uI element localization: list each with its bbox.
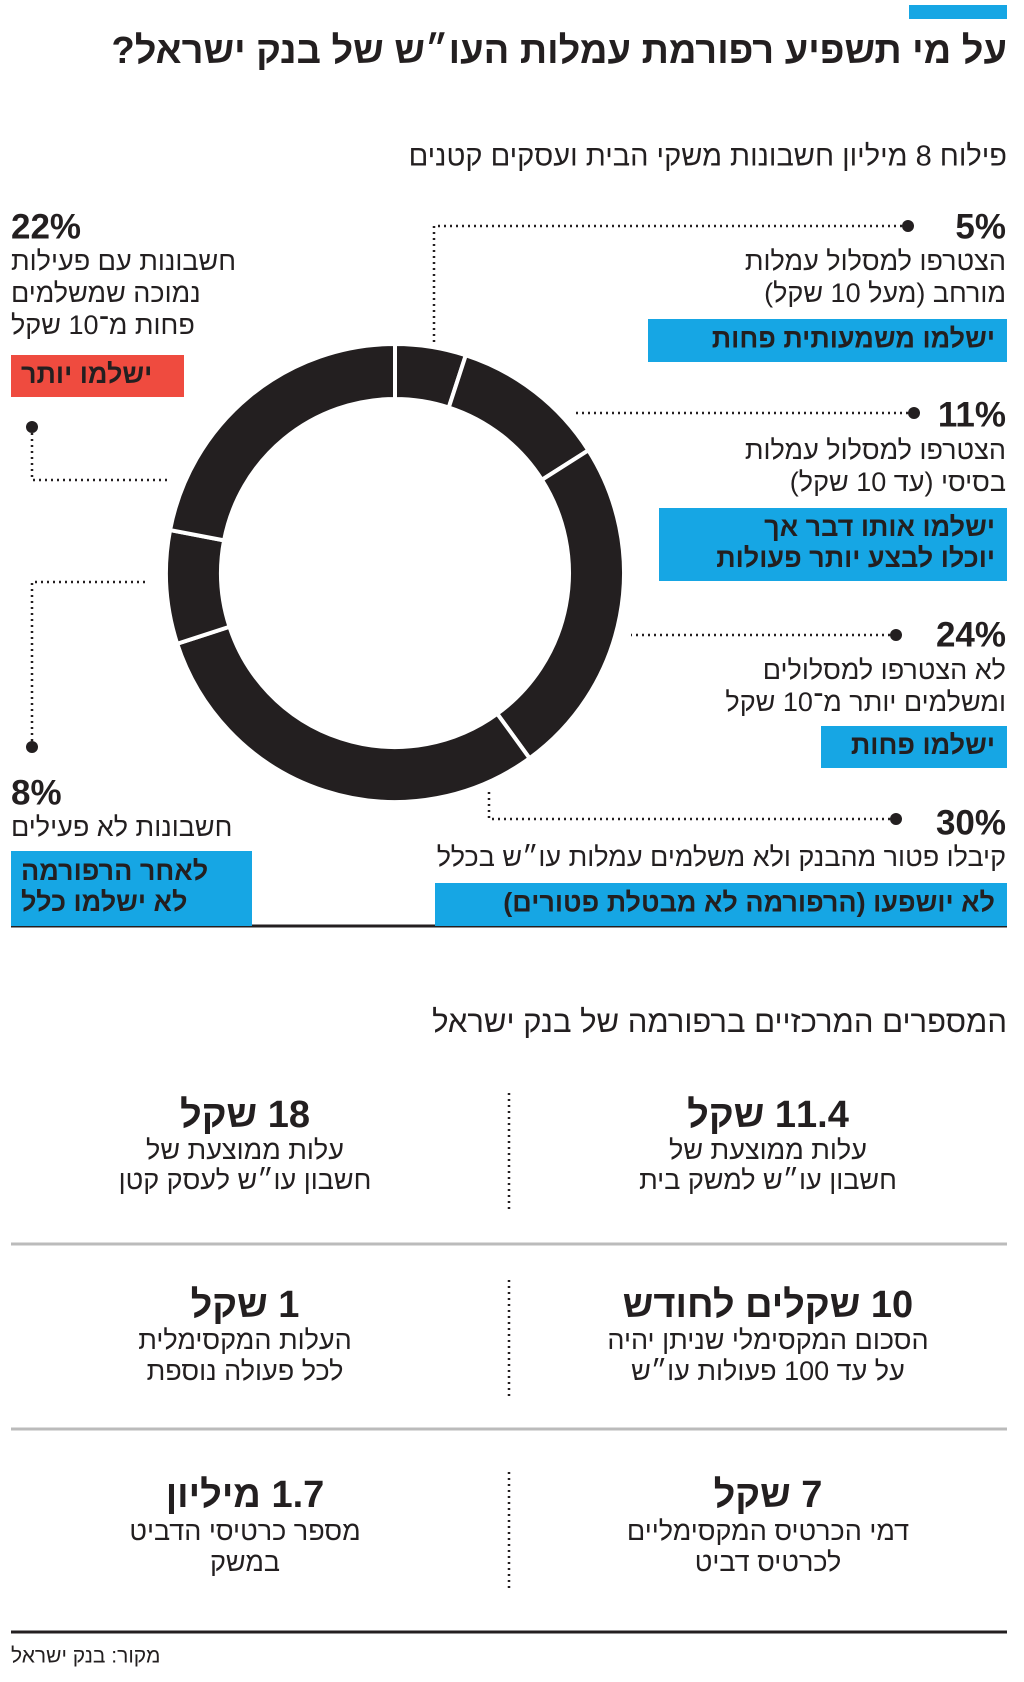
stat-description: במשק — [210, 1547, 280, 1577]
impact-tag-text: ישלמו משמעותית פחות — [712, 324, 995, 354]
leader-dot — [26, 741, 38, 753]
segment-description: לא הצטרפו למסלולים — [763, 655, 1006, 685]
stat-value: 11.4 שקל — [687, 1094, 849, 1136]
stat-value: 1.7 מיליון — [166, 1474, 325, 1516]
percent-label: 30% — [936, 803, 1006, 842]
stat-value: 10 שקלים לחודש — [623, 1284, 913, 1326]
segment-description: מורחב (מעל 10 שקל) — [764, 278, 1006, 308]
impact-tag — [821, 726, 1007, 768]
leader-line — [487, 789, 896, 821]
leader-dot — [908, 407, 920, 419]
segment-description: קיבלו פטור מהבנק ולא משלמים עמלות עו״ש ב… — [437, 842, 1006, 872]
stat-value: 18 שקל — [180, 1094, 310, 1136]
impact-tag — [659, 508, 1007, 581]
donut-segment — [167, 341, 397, 543]
donut-segment — [164, 527, 233, 647]
impact-tag-text: לאחר הרפורמה — [21, 856, 208, 886]
stat-description: על עד 100 פעולות עו״ש — [631, 1356, 905, 1386]
stats-title: המספרים המרכזיים ברפורמה של בנק ישראל — [432, 1004, 1007, 1039]
segment-description: פחות מ־10 שקל — [11, 310, 195, 340]
impact-tag — [11, 355, 184, 397]
impact-tag-text: לא יושפעו (הרפורמה לא מבטלת פטורים) — [503, 888, 995, 918]
leader-line — [30, 580, 149, 747]
percent-label: 11% — [938, 395, 1006, 434]
stat-description: לכל פעולה נוספת — [147, 1356, 344, 1386]
leader-dot — [902, 220, 914, 232]
donut-segment — [446, 352, 592, 483]
leader-line — [432, 224, 908, 345]
segment-description: חשבונות לא פעילים — [11, 812, 232, 842]
impact-tag — [435, 883, 1007, 926]
stat-description: מספר כרטיסי הדביט — [129, 1516, 360, 1546]
segment-description: נמוכה שמשלמים — [11, 278, 201, 308]
stat-description: חשבון עו״ש למשק בית — [639, 1165, 897, 1195]
leader-dot — [26, 421, 38, 433]
stat-description: דמי הכרטיס המקסימליים — [627, 1516, 909, 1546]
segment-description: בסיסי (עד 10 שקל) — [790, 467, 1006, 497]
segment-description: חשבונות עם פעילות — [11, 246, 236, 276]
percent-label: 5% — [955, 207, 1006, 246]
donut-segment — [174, 624, 533, 804]
impact-tag-text: ישלמו פחות — [851, 730, 995, 760]
percent-label: 8% — [11, 773, 62, 812]
stat-value: 1 שקל — [191, 1284, 300, 1326]
stat-description: חשבון עו״ש לעסק קטן — [119, 1165, 372, 1195]
segment-description: ומשלמים יותר מ־10 שקל — [725, 687, 1006, 717]
impact-tag-text: יוכלו לבצע יותר פעולות — [716, 543, 995, 573]
segment-description: הצטרפו למסלול עמלות — [745, 435, 1006, 465]
impact-tag-text: לא ישלמו כלל — [21, 887, 187, 917]
donut-segment — [494, 447, 626, 762]
segment-description: הצטרפו למסלול עמלות — [745, 246, 1006, 276]
leader-line — [30, 427, 171, 482]
chart-title: על מי תשפיע רפורמת עמלות העו״ש של בנק יש… — [111, 30, 1007, 72]
accent-bar — [909, 5, 1007, 19]
impact-tag-text: ישלמו אותו דבר אך — [764, 512, 995, 542]
stat-description: העלות המקסימלית — [138, 1325, 352, 1355]
chart-subtitle: פילוח 8 מיליון חשבונות משקי הבית ועסקים … — [409, 141, 1007, 173]
percent-label: 22% — [11, 207, 81, 246]
percent-label: 24% — [936, 615, 1006, 654]
leader-dot — [890, 629, 902, 641]
stat-description: לכרטיס דביט — [695, 1547, 842, 1577]
stat-description: עלות ממוצעת של — [669, 1135, 867, 1165]
stat-description: עלות ממוצעת של — [146, 1135, 344, 1165]
leader-dot — [890, 813, 902, 825]
source: מקור: בנק ישראל — [11, 1645, 160, 1668]
impact-tag — [648, 319, 1007, 362]
impact-tag — [11, 851, 252, 926]
stat-description: הסכום המקסימלי שניתן יהיה — [607, 1325, 928, 1355]
stat-value: 7 שקל — [714, 1474, 823, 1516]
impact-tag-text: ישלמו יותר — [21, 359, 152, 389]
